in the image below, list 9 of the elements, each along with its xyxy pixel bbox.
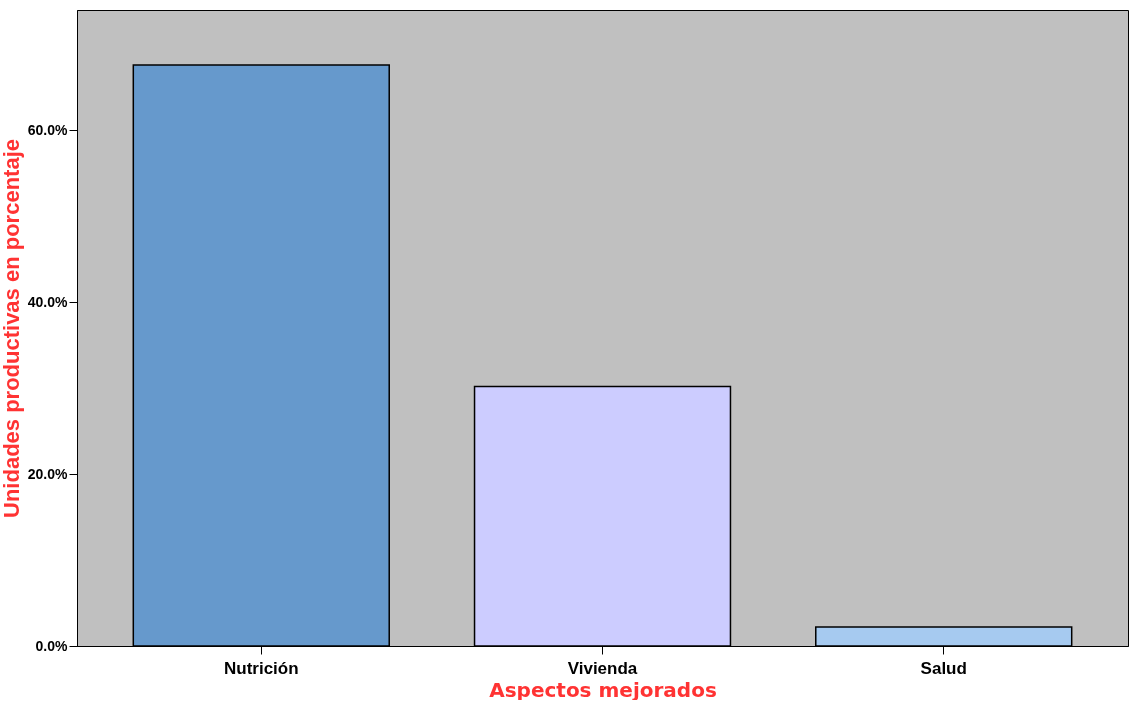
y-tick-label: 0.0%: [35, 637, 69, 654]
y-tick-label: 60.0%: [27, 121, 69, 138]
x-axis-title: Aspectos mejorados: [489, 677, 717, 702]
x-tick-label: Vivienda: [567, 658, 638, 678]
y-axis-title: Unidades productivas en porcentaje: [0, 139, 24, 518]
x-tick-label: Salud: [920, 658, 967, 678]
x-tick-label: Nutrición: [223, 658, 299, 678]
y-tick-label: 40.0%: [27, 293, 69, 310]
y-tick-label: 20.0%: [27, 465, 69, 482]
